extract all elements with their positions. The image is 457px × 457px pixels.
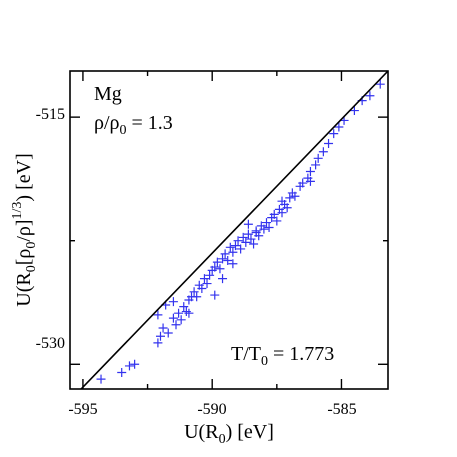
data-point bbox=[233, 236, 243, 246]
data-point bbox=[153, 338, 163, 348]
fit-line bbox=[80, 71, 388, 389]
data-point bbox=[261, 218, 271, 228]
data-point bbox=[243, 229, 253, 239]
data-point bbox=[212, 257, 222, 267]
data-point bbox=[171, 320, 181, 330]
data-point bbox=[179, 302, 189, 312]
x-tick-label: -585 bbox=[327, 401, 356, 418]
data-point bbox=[228, 259, 238, 269]
data-point bbox=[243, 219, 253, 229]
data-point bbox=[334, 122, 344, 132]
data-point bbox=[220, 249, 230, 259]
annotation-element: Mg bbox=[94, 83, 122, 105]
data-point bbox=[168, 297, 178, 307]
data-point bbox=[349, 106, 359, 116]
data-point bbox=[259, 224, 269, 234]
plot-frame bbox=[69, 70, 389, 390]
data-point bbox=[205, 270, 215, 280]
data-point bbox=[285, 193, 295, 203]
data-point bbox=[199, 274, 209, 284]
data-point bbox=[249, 239, 259, 249]
data-point bbox=[305, 176, 315, 186]
data-point bbox=[269, 209, 279, 219]
data-point bbox=[218, 254, 228, 264]
data-point bbox=[155, 331, 165, 341]
data-point bbox=[272, 216, 282, 226]
data-point bbox=[158, 323, 168, 333]
data-point bbox=[290, 191, 300, 201]
data-point bbox=[365, 91, 375, 101]
annotation-density: ρ/ρ0 = 1.3 bbox=[94, 112, 173, 138]
data-point bbox=[210, 290, 220, 300]
data-point bbox=[189, 287, 199, 297]
data-point bbox=[202, 279, 212, 289]
axis-ticks bbox=[70, 71, 388, 389]
data-point bbox=[241, 237, 251, 247]
data-point bbox=[305, 167, 315, 177]
data-point bbox=[168, 313, 178, 323]
y-tick-label: -515 bbox=[36, 106, 65, 123]
data-point bbox=[375, 79, 385, 89]
data-point bbox=[324, 138, 334, 148]
annotation-temperature: T/T0 = 1.773 bbox=[231, 343, 334, 369]
data-point bbox=[228, 247, 238, 257]
data-point bbox=[277, 208, 287, 218]
data-point bbox=[223, 255, 233, 265]
x-axis-label: U(R0) [eV] bbox=[184, 421, 274, 447]
data-point bbox=[329, 129, 339, 139]
data-point bbox=[277, 196, 287, 206]
data-point bbox=[163, 328, 173, 338]
data-point bbox=[192, 292, 202, 302]
y-tick-label: -530 bbox=[36, 335, 65, 352]
data-point bbox=[238, 232, 248, 242]
data-point bbox=[225, 242, 235, 252]
data-points bbox=[96, 79, 385, 384]
data-point bbox=[130, 359, 140, 369]
data-point bbox=[313, 153, 323, 163]
x-tick-label: -590 bbox=[197, 401, 226, 418]
data-point bbox=[251, 227, 261, 237]
data-point bbox=[176, 315, 186, 325]
data-point bbox=[246, 234, 256, 244]
data-point bbox=[282, 203, 292, 213]
data-point bbox=[153, 310, 163, 320]
data-point bbox=[117, 368, 127, 378]
data-point bbox=[124, 361, 134, 371]
data-point bbox=[210, 262, 220, 272]
x-tick-label: -595 bbox=[68, 401, 97, 418]
data-point bbox=[264, 223, 274, 233]
data-point bbox=[174, 308, 184, 318]
y-axis-label: U(R0[ρ0/ρ]1/3) [eV] bbox=[10, 153, 39, 307]
data-point bbox=[215, 264, 225, 274]
data-point bbox=[96, 374, 106, 384]
data-point bbox=[311, 160, 321, 170]
data-point bbox=[218, 274, 228, 284]
data-point bbox=[230, 241, 240, 251]
data-point bbox=[236, 244, 246, 254]
data-point bbox=[184, 308, 194, 318]
data-point bbox=[197, 283, 207, 293]
data-point bbox=[318, 147, 328, 157]
data-point bbox=[298, 178, 308, 188]
